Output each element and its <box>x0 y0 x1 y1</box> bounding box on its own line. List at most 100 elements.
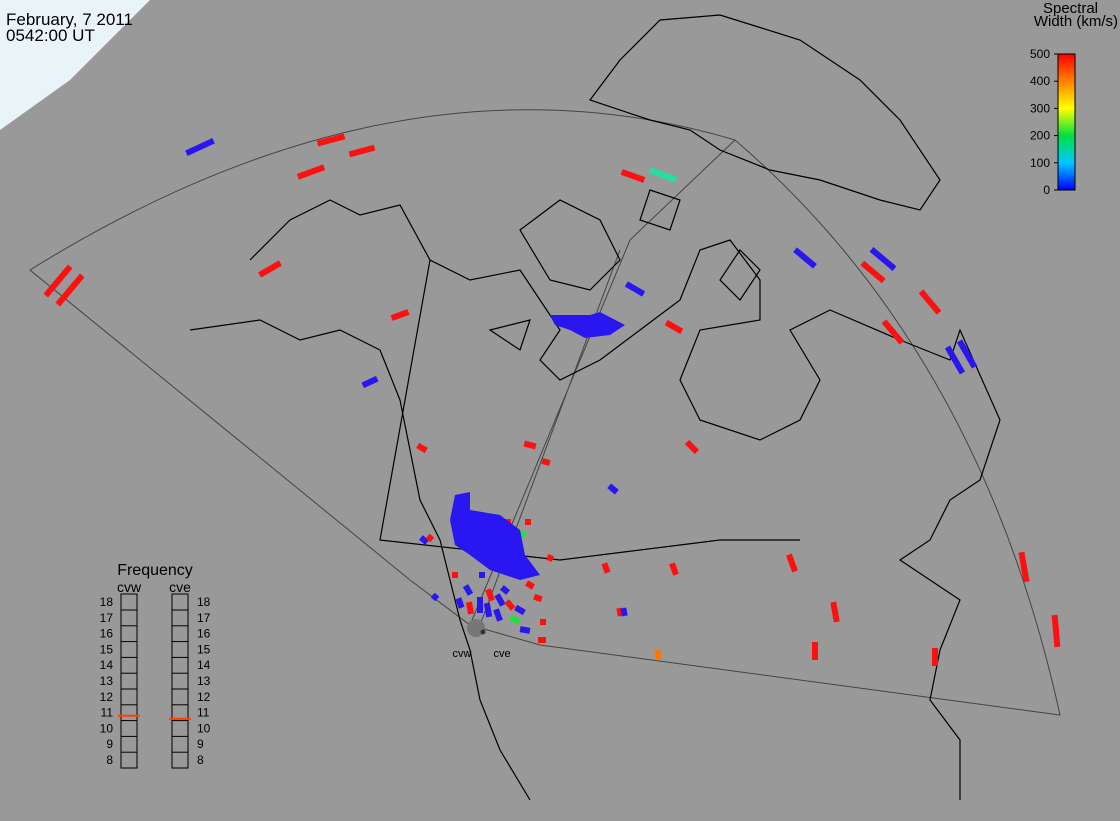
scatter-cell <box>509 614 521 626</box>
colorbar-title: Width (km/s) <box>1034 13 1118 30</box>
frequency-tick-label: 15 <box>100 642 114 656</box>
frequency-title: Frequency <box>117 562 193 579</box>
coastline-west <box>189 319 531 801</box>
scatter-cell <box>523 440 537 450</box>
scatter-cluster <box>450 492 540 580</box>
date: February, 7 2011 <box>6 10 133 29</box>
scatter-cell <box>616 607 624 617</box>
scatter-cell <box>793 247 817 269</box>
scatter-cell <box>390 309 410 321</box>
scatter-cell <box>416 442 428 454</box>
frequency-tick-label: 15 <box>197 642 211 656</box>
colorbar <box>1057 53 1076 191</box>
scatter-cell <box>425 533 435 543</box>
colorbar-title: Spectral <box>1043 0 1098 17</box>
frequency-scale <box>171 593 189 769</box>
scatter-cell <box>296 164 326 180</box>
frequency-tick-label: 17 <box>100 611 114 625</box>
frequency-tick-label: 9 <box>197 737 204 751</box>
scatter-cell <box>430 592 440 602</box>
radar-name: cvw <box>117 579 142 595</box>
scatter-cell <box>466 601 474 615</box>
scatter-cell <box>185 137 215 157</box>
arctic-islands <box>488 189 761 351</box>
scatter-cell <box>514 604 526 616</box>
scatter-cell <box>648 167 678 183</box>
daylight-region <box>0 0 150 130</box>
scatter-cell <box>869 247 897 271</box>
frequency-tick-label: 14 <box>100 658 114 672</box>
scatter-cell <box>494 593 506 607</box>
scatter-cell <box>43 264 73 298</box>
scatter-cell <box>956 339 978 369</box>
scatter-cell <box>485 588 495 602</box>
colorbar-tick-label: 0 <box>1043 183 1050 197</box>
scatter-cell <box>361 375 379 389</box>
radar-fan <box>29 109 1061 716</box>
frequency-tick-label: 16 <box>197 627 211 641</box>
scatter-cell <box>504 599 516 611</box>
scatter-cell <box>664 319 684 335</box>
scatter-cell <box>1051 614 1061 648</box>
scatter-cell <box>624 281 646 297</box>
scatter-cell <box>918 289 942 315</box>
scatter-cell <box>55 273 85 307</box>
frequency-tick-label: 17 <box>197 611 211 625</box>
scatter-cell <box>493 608 503 622</box>
scatter-cell <box>546 554 554 562</box>
scatter-cell <box>455 597 465 609</box>
scatter-cell <box>669 562 679 576</box>
site-label: cve <box>493 648 510 660</box>
scatter-cell <box>483 602 493 618</box>
frequency-scale <box>120 593 138 769</box>
scatter-cell <box>462 584 474 596</box>
scatter-cell <box>607 483 619 495</box>
colorbar-tick-label: 300 <box>1030 101 1050 115</box>
frequency-tick-label: 11 <box>197 706 210 720</box>
frequency-tick-label: 9 <box>106 737 113 751</box>
scatter-cell <box>881 319 905 345</box>
scatter-cells <box>43 133 1061 666</box>
scatter-cell <box>533 593 543 603</box>
frequency-tick-label: 13 <box>197 674 211 688</box>
frequency-tick-label: 13 <box>100 674 114 688</box>
scatter-cluster <box>550 312 625 338</box>
scatter-cell <box>684 439 700 455</box>
scatter-cell <box>419 535 429 545</box>
borders <box>379 259 800 561</box>
scatter-cell <box>500 585 510 595</box>
scatter-cell <box>944 345 966 375</box>
scatter-cell <box>1018 551 1030 583</box>
colorbar-tick-label: 200 <box>1030 129 1050 143</box>
scatter-cell <box>316 133 346 147</box>
frequency-tick-label: 10 <box>197 721 211 735</box>
frequency-tick-label: 14 <box>197 658 211 672</box>
scatter-cell <box>601 562 611 574</box>
frequency-tick-label: 10 <box>100 721 114 735</box>
frequency-tick-label: 11 <box>101 706 114 720</box>
frequency-tick-label: 18 <box>197 595 211 609</box>
scatter-cell <box>348 144 376 158</box>
time: 0542:00 UT <box>6 26 95 45</box>
scatter-cell <box>620 169 646 183</box>
frequency-tick-label: 18 <box>100 595 114 609</box>
colorbar-tick-label: 400 <box>1030 74 1050 88</box>
scatter-cell <box>258 260 282 278</box>
frequency-tick-label: 8 <box>106 753 113 767</box>
radar-site-dot <box>480 629 486 635</box>
frequency-tick-label: 8 <box>197 753 204 767</box>
radar-name: cve <box>169 579 191 595</box>
scatter-cell <box>525 580 535 590</box>
frequency-tick-label: 12 <box>197 690 211 704</box>
site-label: cvw <box>453 648 472 660</box>
scatter-cell <box>860 260 886 284</box>
scatter-cell <box>541 458 551 466</box>
scatter-cell <box>620 607 628 617</box>
scatter-cell <box>830 601 840 623</box>
scatter-cell <box>519 626 531 634</box>
frequency-tick-label: 12 <box>100 690 114 704</box>
frequency-tick-label: 16 <box>100 627 114 641</box>
colorbar-tick-label: 500 <box>1030 47 1050 61</box>
scatter-cell <box>654 649 662 661</box>
